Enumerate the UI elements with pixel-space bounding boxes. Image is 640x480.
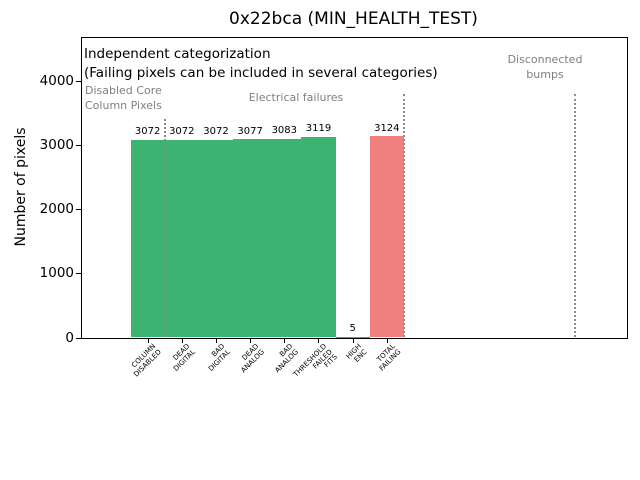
x-tick [181, 338, 183, 343]
y-tick-label: 0 [65, 329, 74, 346]
y-tick [76, 337, 81, 339]
y-tick [76, 209, 81, 211]
chart-title: 0x22bca (MIN_HEALTH_TEST) [229, 9, 478, 29]
y-tick-label: 4000 [39, 72, 74, 89]
x-tick [250, 338, 252, 343]
x-tick-label: TOTAL FAILING [375, 342, 403, 373]
section-separator-line [163, 118, 166, 337]
bar [233, 139, 268, 337]
x-tick [318, 338, 320, 343]
y-tick [76, 273, 81, 275]
annotation-note-line1: Independent categorization [84, 46, 271, 62]
section-separator-line [573, 94, 576, 337]
bar-value-label: 3077 [237, 125, 263, 137]
x-tick-label: COLUMN DISABLED [130, 342, 163, 379]
bar [130, 139, 165, 337]
x-tick-label: DEAD ANALOG [239, 342, 266, 375]
bar [301, 136, 336, 337]
x-tick [284, 338, 286, 343]
section-separator-line [402, 94, 405, 337]
bar-value-label: 3072 [203, 126, 229, 138]
bar-value-label: 3083 [271, 125, 298, 137]
section-label-disconnected-bumps: Disconnected bumps [507, 53, 583, 81]
y-tick-label: 2000 [39, 201, 74, 218]
bar [267, 138, 302, 337]
bar [164, 139, 199, 337]
bar-value-label: 3072 [169, 126, 195, 138]
y-tick [76, 80, 81, 82]
x-tick-label: DEAD DIGITAL [171, 342, 198, 373]
y-tick-label: 1000 [39, 265, 74, 282]
y-tick [76, 144, 81, 146]
x-tick-label: HIGH ENC [344, 342, 368, 364]
bar-value-label: 3072 [134, 126, 161, 138]
section-label-disabled-core-column-pixels: Disabled Core Column Pixels [85, 84, 162, 112]
section-label-electrical-failures: Electrical failures [248, 91, 344, 104]
x-tick [352, 338, 354, 343]
bar-value-label: 5 [349, 323, 356, 335]
x-tick [147, 338, 149, 343]
bar [198, 139, 234, 337]
bar [369, 136, 404, 337]
y-tick-label: 3000 [39, 136, 74, 153]
bar-value-label: 3124 [374, 122, 400, 134]
x-tick-label: BAD DIGITAL [206, 342, 232, 373]
x-tick [215, 338, 217, 343]
annotation-note-line2: (Failing pixels can be included in sever… [84, 65, 438, 81]
x-tick [386, 338, 388, 343]
x-tick-label: THRESHOLD FAILED FITS [292, 342, 340, 379]
bar-value-label: 3119 [305, 123, 332, 135]
